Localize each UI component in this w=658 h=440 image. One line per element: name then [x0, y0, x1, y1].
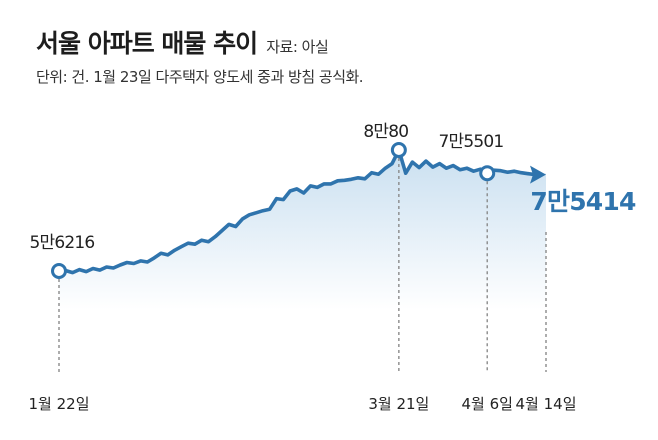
area-fill: [59, 150, 546, 310]
point-marker-1: [390, 142, 407, 158]
x-tick-label-3: 4월 14일: [516, 395, 577, 413]
data-label-1: 8만80: [363, 122, 408, 142]
point-marker-2: [479, 165, 496, 182]
chart-source: 자료: 아실: [266, 38, 329, 56]
data-label-3: 7만5414: [530, 187, 636, 216]
point-marker-0: [51, 263, 67, 279]
series-line: [57, 148, 530, 275]
x-tick-label-0: 1월 22일: [29, 395, 90, 413]
chart-header: 서울 아파트 매물 추이 자료: 아실: [36, 24, 329, 60]
data-label-0: 5만6216: [30, 233, 95, 253]
x-tick-label-2: 4월 6일: [461, 395, 512, 413]
chart-title: 서울 아파트 매물 추이: [36, 29, 258, 58]
x-tick-label-1: 3월 21일: [368, 395, 429, 413]
data-label-2: 7만5501: [439, 132, 504, 152]
series-arrow-head: [530, 165, 546, 184]
chart-subtitle: 단위: 건. 1월 23일 다주택자 양도세 중과 방침 공식화.: [36, 68, 364, 86]
